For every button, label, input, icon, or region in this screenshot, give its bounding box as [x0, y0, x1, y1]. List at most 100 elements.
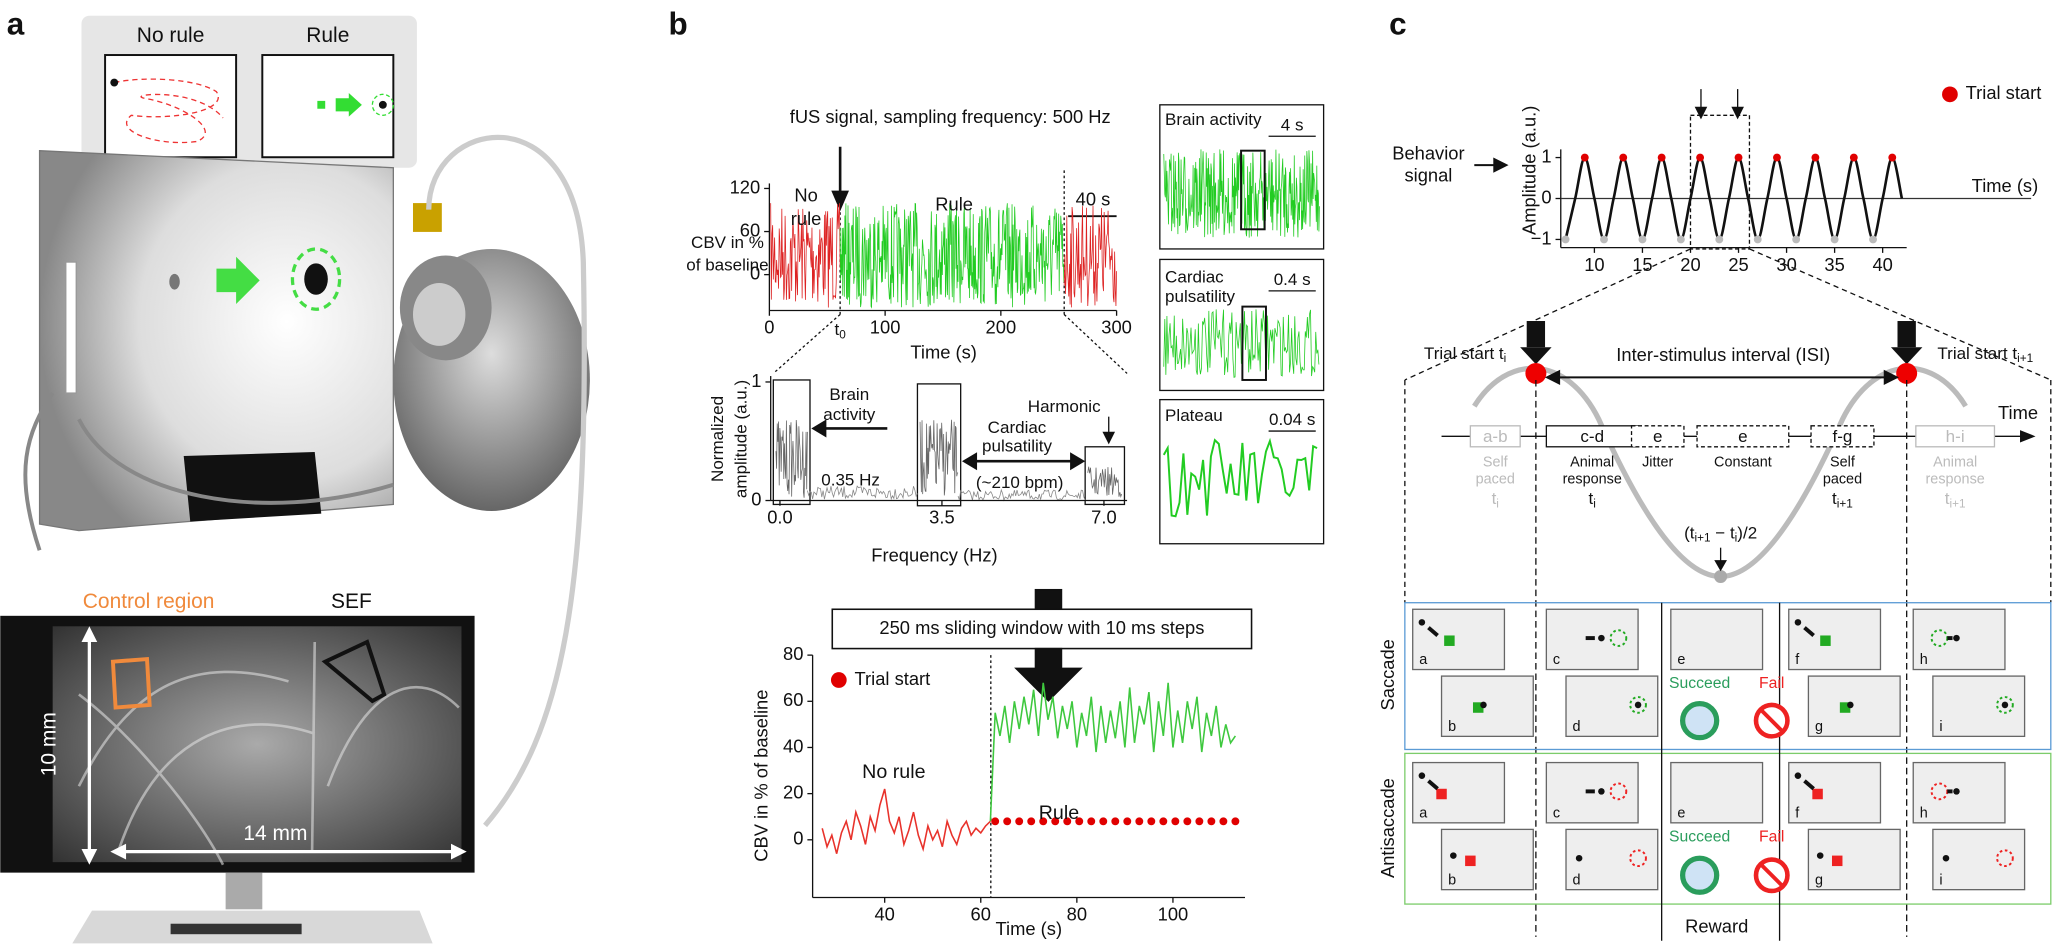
- eye: [1816, 852, 1824, 859]
- eye: [1847, 701, 1854, 709]
- dot: [1638, 235, 1647, 244]
- y-tick-label: −1: [1531, 227, 1552, 248]
- signal-texture: [1087, 466, 1123, 499]
- y-tick-label: 0: [750, 262, 760, 283]
- phase-label: f-g: [1833, 427, 1853, 446]
- x-tick-label: 100: [870, 317, 901, 338]
- label: of baseline: [686, 255, 768, 274]
- frame: [1412, 761, 1506, 824]
- dot: [1015, 817, 1024, 826]
- legend-label: Trial start: [1966, 82, 2042, 103]
- label: Time: [1998, 402, 2038, 423]
- label: signal: [1404, 165, 1452, 186]
- label: No: [794, 184, 817, 205]
- label: Brain activity: [1165, 110, 1262, 129]
- x-tick-label: 100: [1158, 904, 1189, 925]
- text-part: t: [1832, 489, 1837, 508]
- signal-texture: [775, 420, 808, 498]
- dot: [1111, 817, 1120, 826]
- x-tick-label: 80: [1067, 904, 1087, 925]
- y-tick-label: 120: [730, 176, 761, 197]
- dot: [1051, 817, 1060, 826]
- subscript: i+1: [1949, 498, 1965, 511]
- label: Succeed: [1669, 828, 1730, 845]
- target-ring: [1629, 849, 1647, 868]
- label: Behavior: [1392, 142, 1464, 163]
- signal-texture: [919, 419, 959, 496]
- dot: [1696, 153, 1705, 162]
- dot: [1087, 817, 1096, 826]
- y-tick-label: 80: [783, 643, 803, 664]
- gaze-arrow: [1803, 626, 1815, 637]
- label: Normalized: [708, 396, 727, 482]
- signal-texture: [1162, 437, 1318, 518]
- label: Antisaccade: [1377, 778, 1398, 878]
- dot: [1063, 817, 1072, 826]
- text-part: Trial start t: [1937, 343, 2017, 362]
- frame-letter: e: [1677, 805, 1685, 821]
- signal-texture: [839, 202, 1065, 309]
- signal-texture: [770, 203, 841, 308]
- frame: [1440, 675, 1534, 738]
- trial-start-label: Trial start ti+1: [1937, 343, 2033, 365]
- legend-marker: [830, 672, 847, 688]
- gaze-arrow: [1427, 626, 1439, 637]
- signal-texture: [806, 485, 918, 501]
- x-tick-label: 20: [1680, 254, 1700, 275]
- phase-desc: response: [1563, 471, 1622, 487]
- dot: [1135, 817, 1144, 826]
- y-axis-label: CBV in % of baseline: [751, 690, 772, 862]
- panel-a-art: [0, 15, 590, 944]
- label: Control region: [83, 590, 215, 613]
- text-part: t: [1492, 489, 1497, 508]
- target: [1436, 788, 1447, 800]
- frame: [1670, 608, 1764, 671]
- subscript: i: [1735, 532, 1738, 545]
- x-axis-label: Frequency (Hz): [871, 545, 997, 566]
- frame-letter: a: [1419, 805, 1428, 821]
- label: Rule: [935, 194, 973, 215]
- x-tick-label: 0: [764, 317, 774, 338]
- subscript: i+1: [1837, 498, 1853, 511]
- frame-letter: f: [1795, 652, 1800, 668]
- label: Fail: [1759, 675, 1784, 692]
- label: 250 ms sliding window with 10 ms steps: [879, 617, 1204, 638]
- label: No rule: [137, 24, 205, 47]
- label: Fail: [1759, 828, 1784, 845]
- line: [821, 788, 991, 854]
- phase-time: ti+1: [1945, 489, 1966, 511]
- target-ring: [1996, 696, 2014, 714]
- eye: [1418, 619, 1426, 626]
- subscript: i: [1504, 352, 1507, 365]
- label: Cardiac: [1165, 267, 1224, 286]
- dot: [1619, 153, 1628, 162]
- frame-letter: g: [1815, 719, 1823, 735]
- dot: [1657, 153, 1666, 162]
- dot: [1207, 817, 1216, 826]
- x-tick-label: 35: [1824, 254, 1844, 275]
- frame: [1788, 761, 1882, 824]
- eye: [1598, 788, 1605, 795]
- text-part: Trial start t: [1424, 343, 1504, 362]
- label: activity: [823, 405, 875, 424]
- target: [1839, 702, 1851, 713]
- frame-letter: h: [1920, 805, 1928, 821]
- x-tick-label: 40: [874, 904, 894, 925]
- x-tick-label: 30: [1776, 254, 1796, 275]
- panel-label: c: [1389, 7, 1406, 42]
- frame-letter: h: [1920, 652, 1928, 668]
- y-tick-label: 60: [783, 689, 803, 710]
- label: Rule: [306, 24, 349, 47]
- label: rule: [791, 208, 822, 229]
- x-tick-label: 10: [1584, 254, 1604, 275]
- phase-time: ti: [1492, 489, 1499, 511]
- eye: [1942, 854, 1950, 862]
- dot: [1849, 153, 1858, 162]
- phase-desc: Constant: [1714, 454, 1772, 470]
- dot: [1753, 235, 1762, 244]
- phase-label: h-i: [1946, 427, 1965, 446]
- dot: [1039, 817, 1048, 826]
- label: 14 mm: [243, 822, 307, 845]
- label: 0.4 s: [1274, 270, 1311, 289]
- frame-letter: b: [1448, 872, 1456, 888]
